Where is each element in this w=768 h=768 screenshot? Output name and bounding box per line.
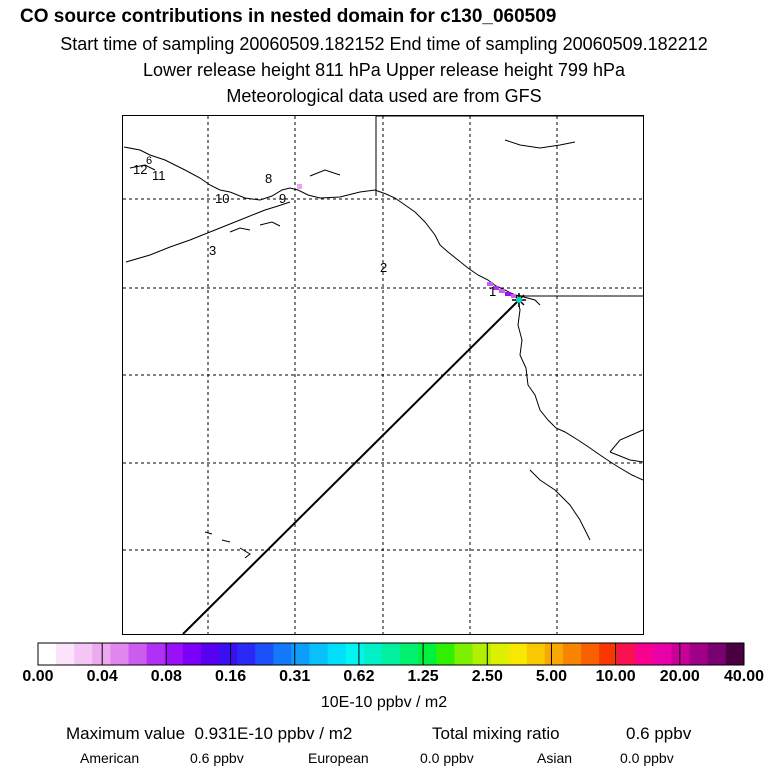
color-swatch	[74, 643, 93, 665]
color-swatch	[363, 643, 383, 665]
source-cell	[297, 184, 302, 189]
sampling-time-line: Start time of sampling 20060509.182152 E…	[60, 34, 708, 54]
color-scale-border	[37, 642, 745, 666]
region-european-value: 0.0 ppbv	[420, 750, 474, 766]
source-cell	[511, 294, 516, 298]
source-cell	[499, 289, 505, 293]
color-scale-tick-label: 0.16	[214, 668, 247, 685]
color-scale-tick-label: 0.04	[86, 668, 118, 685]
color-swatch	[200, 643, 220, 665]
color-swatch	[599, 643, 618, 665]
color-swatch	[237, 643, 256, 665]
color-scale-tick-label: 0.00	[22, 668, 54, 685]
color-swatch	[707, 643, 727, 665]
color-swatch	[617, 643, 636, 665]
total-mixing-label: Total mixing ratio	[432, 724, 560, 743]
color-swatch	[56, 643, 75, 665]
color-swatch	[219, 643, 238, 665]
traj-label-9: 9	[279, 191, 286, 206]
color-swatch	[381, 643, 401, 665]
color-swatch	[38, 643, 57, 665]
color-scale-tick-label: 10.00	[595, 668, 636, 685]
color-swatch	[472, 643, 492, 665]
receptor-point	[516, 297, 522, 303]
color-swatch	[146, 643, 166, 665]
color-swatch	[526, 643, 546, 665]
color-swatch	[454, 643, 473, 665]
color-swatch	[653, 643, 673, 665]
color-swatch	[490, 643, 510, 665]
color-swatch	[581, 643, 600, 665]
color-swatch	[273, 643, 292, 665]
color-swatch	[345, 643, 365, 665]
color-swatch	[635, 643, 654, 665]
plot-title: CO source contributions in nested domain…	[20, 6, 557, 27]
color-swatch	[671, 643, 691, 665]
color-swatch	[436, 643, 455, 665]
color-swatch	[255, 643, 274, 665]
color-swatch	[128, 643, 148, 665]
color-swatch	[725, 643, 745, 665]
source-cell	[505, 292, 511, 296]
color-swatch	[418, 643, 437, 665]
total-mixing-value: 0.6 ppbv	[626, 724, 692, 743]
coastlines	[123, 115, 644, 559]
trajectory-line	[182, 299, 520, 635]
traj-label-3: 3	[209, 243, 216, 258]
color-scale-tick-label: 20.00	[659, 668, 700, 685]
color-scale-tick-label: 5.00	[535, 668, 568, 685]
color-swatch	[92, 643, 111, 665]
traj-label-extra: 6	[146, 155, 152, 167]
source-cell	[487, 282, 493, 286]
color-swatch	[327, 643, 347, 665]
color-swatch	[182, 643, 202, 665]
color-swatch	[309, 643, 329, 665]
color-swatch	[562, 643, 582, 665]
max-value: 0.931E-10 ppbv / m2	[194, 724, 353, 743]
color-swatch	[508, 643, 528, 665]
color-scale-tick-label: 0.62	[343, 668, 375, 685]
color-swatch	[544, 643, 564, 665]
color-scale-tick-label: 0.08	[150, 668, 182, 685]
release-height-line: Lower release height 811 hPa Upper relea…	[142, 60, 625, 80]
color-swatch	[110, 643, 130, 665]
max-value-label: Maximum value	[66, 724, 186, 743]
region-asian-value: 0.0 ppbv	[620, 750, 674, 766]
region-american-name: American	[80, 750, 140, 766]
traj-label-12: 12	[133, 162, 147, 177]
color-swatch	[291, 643, 311, 665]
color-scale-tick-label: 0.31	[279, 668, 311, 685]
region-american-value: 0.6 ppbv	[190, 750, 244, 766]
grid-lines	[123, 116, 643, 634]
traj-label-10: 10	[215, 191, 229, 206]
traj-label-2: 2	[380, 260, 387, 275]
met-data-line: Meteorological data used are from GFS	[226, 86, 542, 106]
traj-label-11: 11	[152, 168, 166, 183]
color-scale-tick-label: 40.00	[723, 668, 765, 685]
source-cell	[493, 286, 499, 290]
region-asian-name: Asian	[537, 750, 573, 766]
color-scale-tick-label: 1.25	[407, 668, 439, 685]
color-swatch	[164, 643, 184, 665]
summary-line: Maximum value 0.931E-10 ppbv / m2	[66, 724, 352, 744]
color-swatch	[400, 643, 419, 665]
color-scale-tick-label: 2.50	[471, 668, 503, 685]
traj-label-1: 1	[489, 284, 496, 299]
color-swatch	[689, 643, 709, 665]
region-european-name: European	[308, 750, 369, 766]
traj-label-8: 8	[265, 171, 272, 186]
color-scale-units: 10E-10 ppbv / m2	[320, 694, 448, 711]
